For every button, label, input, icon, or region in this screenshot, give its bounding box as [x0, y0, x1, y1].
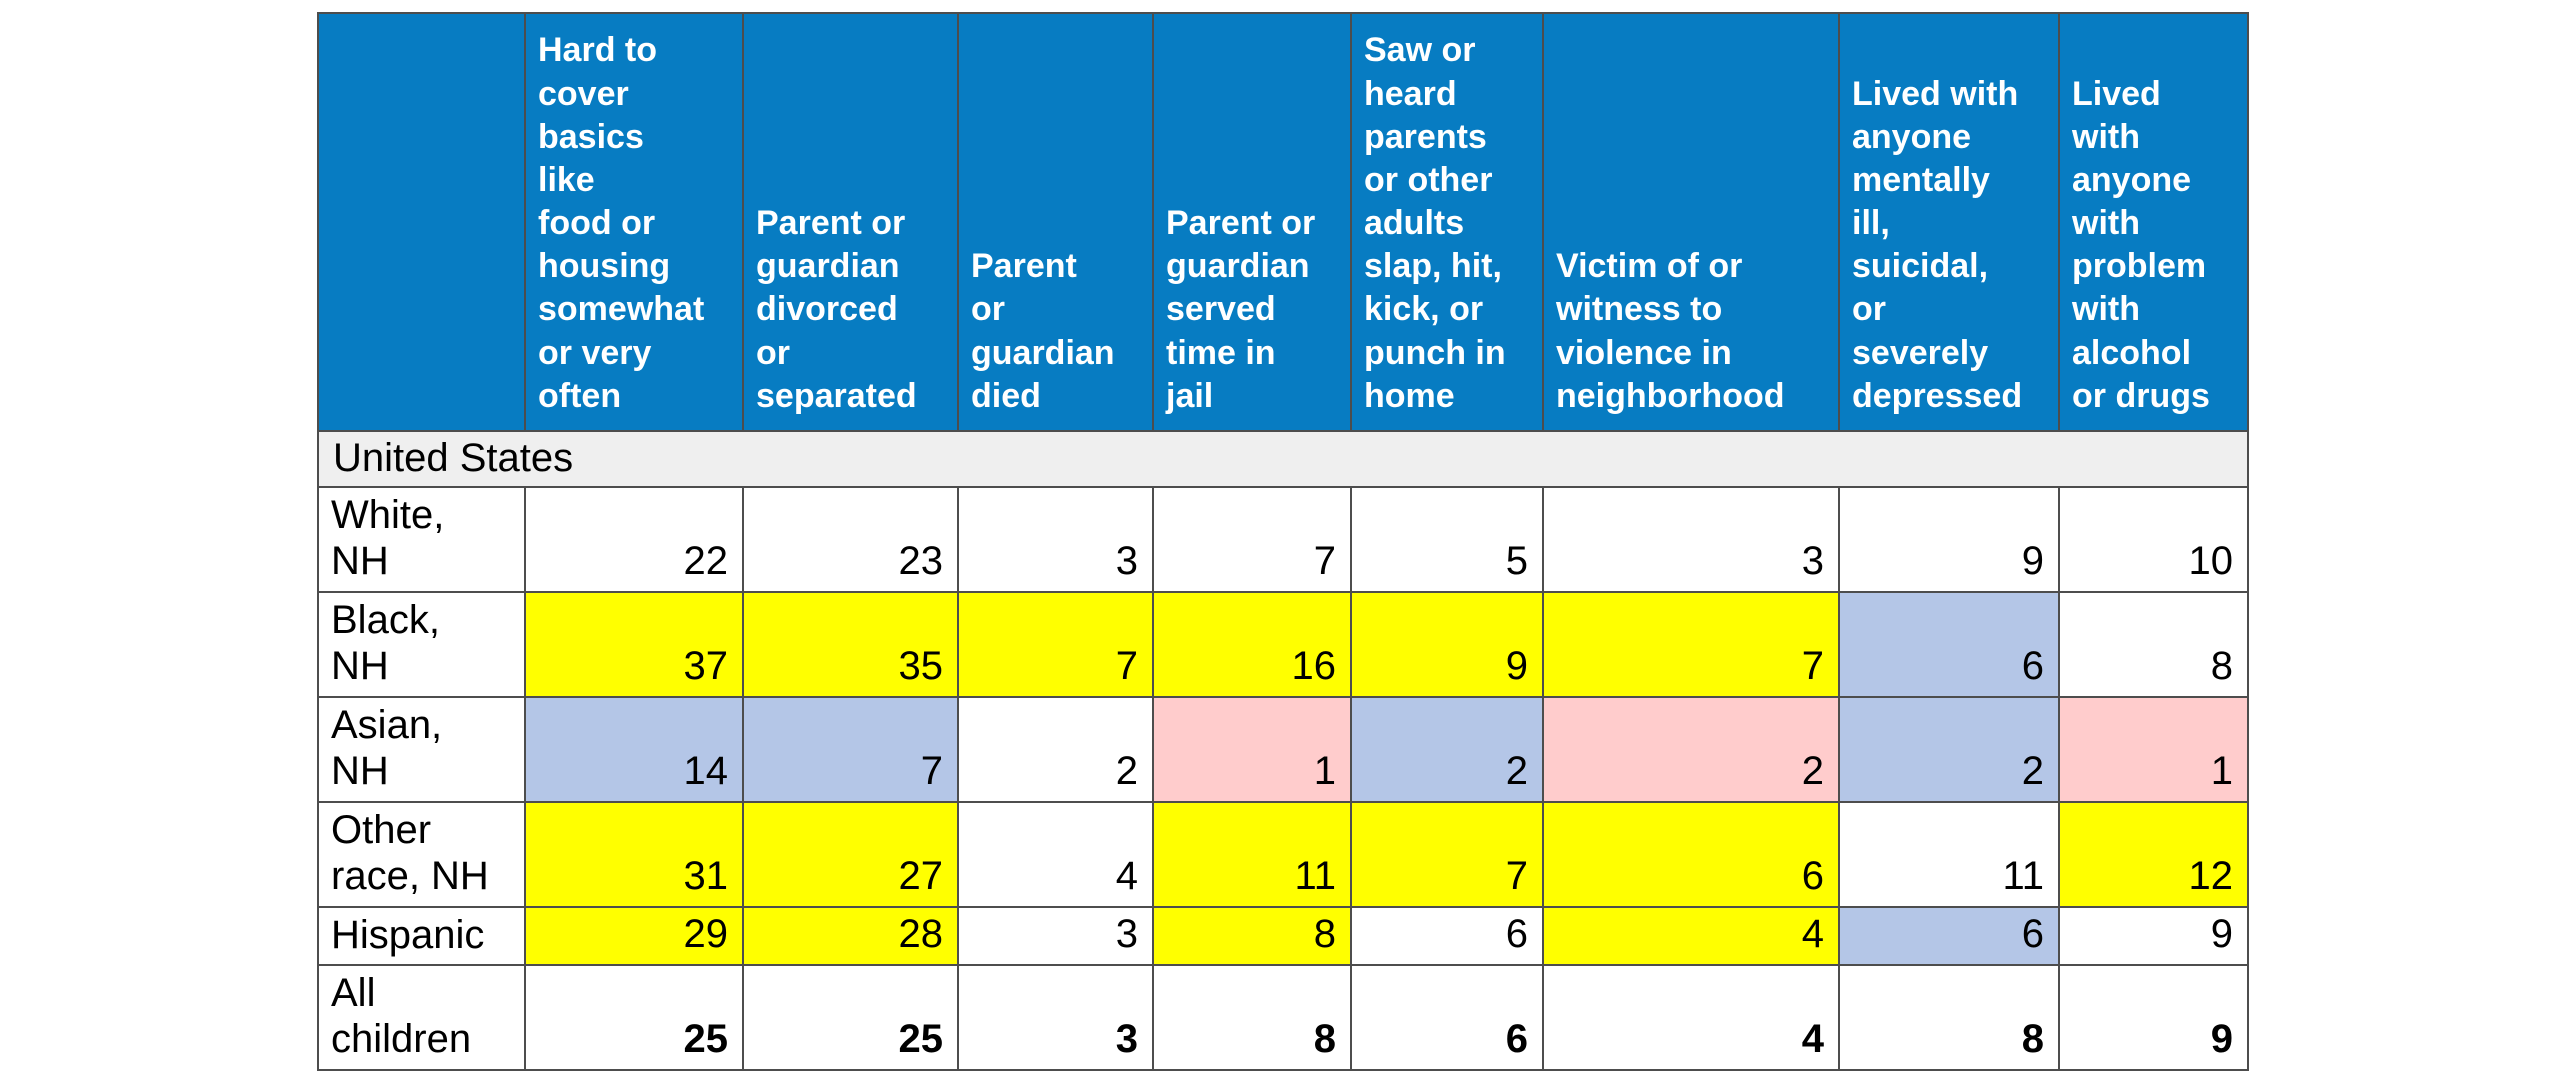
data-cell: 3 — [957, 905, 1154, 966]
column-header-3: Parent or guardian died — [957, 12, 1154, 432]
section-row: United States — [317, 430, 2249, 488]
data-cell: 9 — [2058, 963, 2249, 1071]
data-cell: 7 — [957, 590, 1154, 698]
table-header: Hard to cover basics like food or housin… — [317, 12, 2249, 432]
data-cell: 8 — [2058, 590, 2249, 698]
column-header-8: Lived with anyone with problem with alco… — [2058, 12, 2249, 432]
data-cell: 5 — [1350, 486, 1544, 593]
column-header-2: Parent or guardian divorced or separated — [742, 12, 959, 432]
data-cell: 23 — [742, 486, 959, 593]
adverse-childhood-experiences-table: Hard to cover basics like food or housin… — [317, 12, 2249, 1071]
column-header-7: Lived with anyone mentally ill, suicidal… — [1838, 12, 2060, 432]
table-row: White, NH 22 23 3 7 5 3 9 10 — [317, 486, 2249, 593]
table-row: Other race, NH 31 27 4 11 7 6 11 12 — [317, 800, 2249, 908]
data-cell: 2 — [957, 695, 1154, 803]
data-cell: 35 — [742, 590, 959, 698]
data-cell: 4 — [957, 800, 1154, 908]
data-cell: 3 — [957, 963, 1154, 1071]
table-body: United States White, NH 22 23 3 7 5 3 9 10 Black,… — [317, 430, 2249, 1071]
data-cell: 9 — [1838, 486, 2060, 593]
data-cell: 2 — [1838, 695, 2060, 803]
column-header-6: Victim of or witness to violence in neig… — [1542, 12, 1840, 432]
corner-cell — [317, 12, 526, 432]
data-cell: 1 — [2058, 695, 2249, 803]
column-header-5: Saw or heard parents or other adults sla… — [1350, 12, 1544, 432]
data-cell: 2 — [1350, 695, 1544, 803]
data-cell: 16 — [1152, 590, 1352, 698]
data-cell: 8 — [1838, 963, 2060, 1071]
data-cell: 6 — [1350, 905, 1544, 966]
data-cell: 8 — [1152, 963, 1352, 1071]
data-cell: 7 — [1542, 590, 1840, 698]
table-row: Asian, NH 14 7 2 1 2 2 2 1 — [317, 695, 2249, 803]
row-label-other-race-nh: Other race, NH — [317, 800, 526, 908]
data-cell: 10 — [2058, 486, 2249, 593]
data-cell: 31 — [524, 800, 744, 908]
data-cell: 6 — [1350, 963, 1544, 1071]
data-cell: 22 — [524, 486, 744, 593]
data-cell: 6 — [1838, 590, 2060, 698]
data-cell: 25 — [524, 963, 744, 1071]
data-cell: 9 — [1350, 590, 1544, 698]
data-cell: 28 — [742, 905, 959, 966]
row-label-asian-nh: Asian, NH — [317, 695, 526, 803]
data-cell: 9 — [2058, 905, 2249, 966]
data-cell: 14 — [524, 695, 744, 803]
data-cell: 7 — [742, 695, 959, 803]
column-header-4: Parent or guardian served time in jail — [1152, 12, 1352, 432]
data-cell: 25 — [742, 963, 959, 1071]
data-cell: 29 — [524, 905, 744, 966]
data-cell: 2 — [1542, 695, 1840, 803]
ace-table-container: Hard to cover basics like food or housin… — [317, 12, 2249, 1071]
data-cell: 7 — [1152, 486, 1352, 593]
data-cell: 11 — [1838, 800, 2060, 908]
data-cell: 4 — [1542, 963, 1840, 1071]
table-row: Hispanic 29 28 3 8 6 4 6 9 — [317, 905, 2249, 966]
data-cell: 3 — [957, 486, 1154, 593]
data-cell: 4 — [1542, 905, 1840, 966]
data-cell: 12 — [2058, 800, 2249, 908]
section-header-united-states: United States — [317, 430, 2249, 488]
column-header-1: Hard to cover basics like food or housin… — [524, 12, 744, 432]
data-cell: 6 — [1542, 800, 1840, 908]
row-label-all-children: All children — [317, 963, 526, 1071]
data-cell: 6 — [1838, 905, 2060, 966]
data-cell: 11 — [1152, 800, 1352, 908]
row-label-white-nh: White, NH — [317, 486, 526, 593]
data-cell: 1 — [1152, 695, 1352, 803]
row-label-black-nh: Black, NH — [317, 590, 526, 698]
row-label-hispanic: Hispanic — [317, 905, 526, 966]
data-cell: 3 — [1542, 486, 1840, 593]
table-row: All children 25 25 3 8 6 4 8 9 — [317, 963, 2249, 1071]
table-row: Black, NH 37 35 7 16 9 7 6 8 — [317, 590, 2249, 698]
header-row: Hard to cover basics like food or housin… — [317, 12, 2249, 432]
data-cell: 27 — [742, 800, 959, 908]
data-cell: 8 — [1152, 905, 1352, 966]
data-cell: 37 — [524, 590, 744, 698]
data-cell: 7 — [1350, 800, 1544, 908]
